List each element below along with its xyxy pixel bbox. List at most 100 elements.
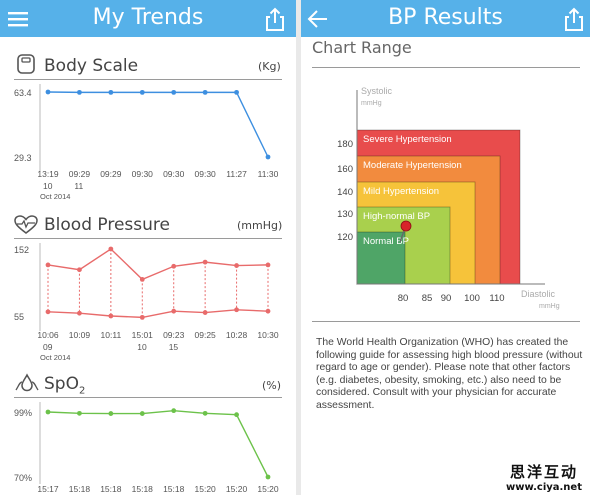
y-axis-title: Systolic — [361, 86, 393, 96]
bp-results-navbar: BP Results — [301, 0, 590, 37]
y-tick-label: 130 — [337, 209, 353, 220]
section-divider — [14, 397, 282, 398]
x-tick-label: 15:18 — [69, 484, 91, 494]
data-point — [108, 89, 114, 95]
share-icon[interactable] — [262, 6, 288, 32]
data-point — [77, 310, 82, 316]
x-tick-label: 10:11 — [101, 330, 122, 340]
x-tick-label: 15:01 — [132, 330, 154, 340]
y-tick-label: 70% — [14, 473, 32, 483]
x-tick-label: 15:20 — [195, 484, 217, 494]
data-point — [45, 409, 51, 415]
blood-pressure-unit: (mmHg) — [237, 219, 283, 232]
data-point — [45, 262, 51, 268]
x-day-label: 11 — [74, 181, 83, 191]
my-trends-screen: My Trends Body Scale (Kg) 63.4 29.3 13:19 0… — [0, 0, 296, 495]
section-divider — [14, 238, 282, 239]
data-point — [139, 314, 145, 320]
x-tick-label: 110 — [489, 293, 504, 304]
back-arrow-icon[interactable] — [305, 6, 331, 32]
page-title: My Trends — [92, 5, 204, 30]
data-point — [108, 246, 114, 252]
x-tick-label: 09:30 — [195, 169, 217, 179]
data-point — [45, 309, 51, 315]
bp-results-screen: BP Results Chart Range Systolic mmHg Diast… — [301, 0, 590, 495]
watermark-logo: 思洋互动 www.ciya.net — [506, 461, 582, 493]
hamburger-menu-icon[interactable] — [6, 6, 32, 32]
x-tick-label: 15:20 — [257, 484, 279, 494]
scale-icon — [16, 54, 36, 74]
who-info-text: The World Health Organization (WHO) has … — [316, 337, 583, 411]
x-tick-label: 15:18 — [100, 484, 122, 494]
trends-navbar: My Trends — [0, 0, 296, 37]
series-line — [47, 91, 269, 158]
data-point — [234, 89, 239, 95]
data-point — [234, 307, 239, 313]
x-day-label: 15 — [169, 342, 179, 352]
page-title: BP Results — [388, 5, 503, 30]
x-tick-label: 10:09 — [69, 330, 91, 340]
x-tick-label: 10:28 — [226, 330, 248, 340]
section-divider — [312, 67, 580, 68]
x-tick-label: 100 — [464, 293, 480, 304]
y-tick-label: 152 — [14, 245, 29, 255]
y-tick-label: 29.3 — [14, 153, 32, 163]
x-tick-label: 10:30 — [257, 330, 279, 340]
x-day-label: 10 — [43, 181, 53, 191]
data-point — [139, 89, 145, 95]
x-tick-label: 09:30 — [132, 169, 154, 179]
y-tick-label: 55 — [14, 312, 24, 322]
blood-pressure-title: Blood Pressure — [44, 215, 170, 235]
spo2-title: SpO2 — [44, 374, 86, 397]
x-month-label: Oct 2014 — [40, 192, 70, 201]
x-tick-label: 15:20 — [226, 484, 248, 494]
data-point — [265, 474, 271, 480]
y-tick-label: 120 — [337, 232, 353, 243]
x-tick-label: 09:30 — [163, 169, 185, 179]
x-month-label: Oct 2014 — [40, 353, 70, 362]
bp-zone-label: Mild Hypertension — [363, 186, 439, 197]
y-tick-label: 140 — [337, 187, 353, 198]
data-point — [139, 276, 145, 282]
heart-pulse-icon — [14, 215, 38, 235]
data-point — [77, 410, 82, 416]
data-point — [202, 259, 208, 265]
blood-pressure-chart: 152 55 10:06 10:09 10:11 15:01 09:23 09:25 10:28… — [14, 243, 279, 362]
x-tick-label: 09:29 — [69, 169, 91, 179]
data-point — [202, 310, 208, 315]
data-point — [265, 308, 271, 314]
x-day-label: 09 — [43, 342, 53, 352]
data-point — [171, 408, 177, 414]
y-tick-label: 99% — [14, 408, 32, 418]
bp-zone — [356, 231, 406, 285]
bp-zone-label: Normal BP — [363, 236, 409, 247]
bp-range-chart: Systolic mmHg Diastolic mmHg Severe Hyperten… — [337, 86, 560, 310]
data-point — [265, 262, 271, 268]
data-point — [234, 412, 239, 418]
x-tick-label: 85 — [422, 293, 433, 304]
data-point — [265, 154, 271, 160]
section-divider — [14, 79, 282, 80]
y-axis-unit: mmHg — [361, 100, 382, 107]
droplet-icon — [14, 373, 40, 393]
data-point — [234, 263, 239, 268]
x-tick-label: 10:06 — [37, 330, 59, 340]
y-tick-label: 63.4 — [14, 88, 32, 98]
x-tick-label: 15:18 — [132, 484, 154, 494]
data-point — [45, 89, 51, 95]
bp-zone-label: Moderate Hypertension — [363, 160, 462, 171]
data-point — [77, 89, 82, 95]
x-tick-label: 11:27 — [226, 169, 247, 179]
data-point — [202, 89, 208, 95]
share-icon[interactable] — [561, 6, 587, 32]
bp-zone-label: High-normal BP — [363, 211, 430, 222]
series-line — [47, 248, 269, 281]
body-scale-unit: (Kg) — [258, 60, 281, 73]
body-scale-chart: 63.4 29.3 13:19 09:29 09:29 09:30 09:30 09:30 11… — [14, 84, 279, 201]
data-point — [108, 313, 114, 319]
x-tick-label: 13:19 — [37, 169, 59, 179]
section-divider — [312, 321, 580, 322]
data-point — [171, 263, 177, 269]
y-tick-label: 160 — [337, 164, 353, 175]
x-tick-label: 09:29 — [100, 169, 122, 179]
